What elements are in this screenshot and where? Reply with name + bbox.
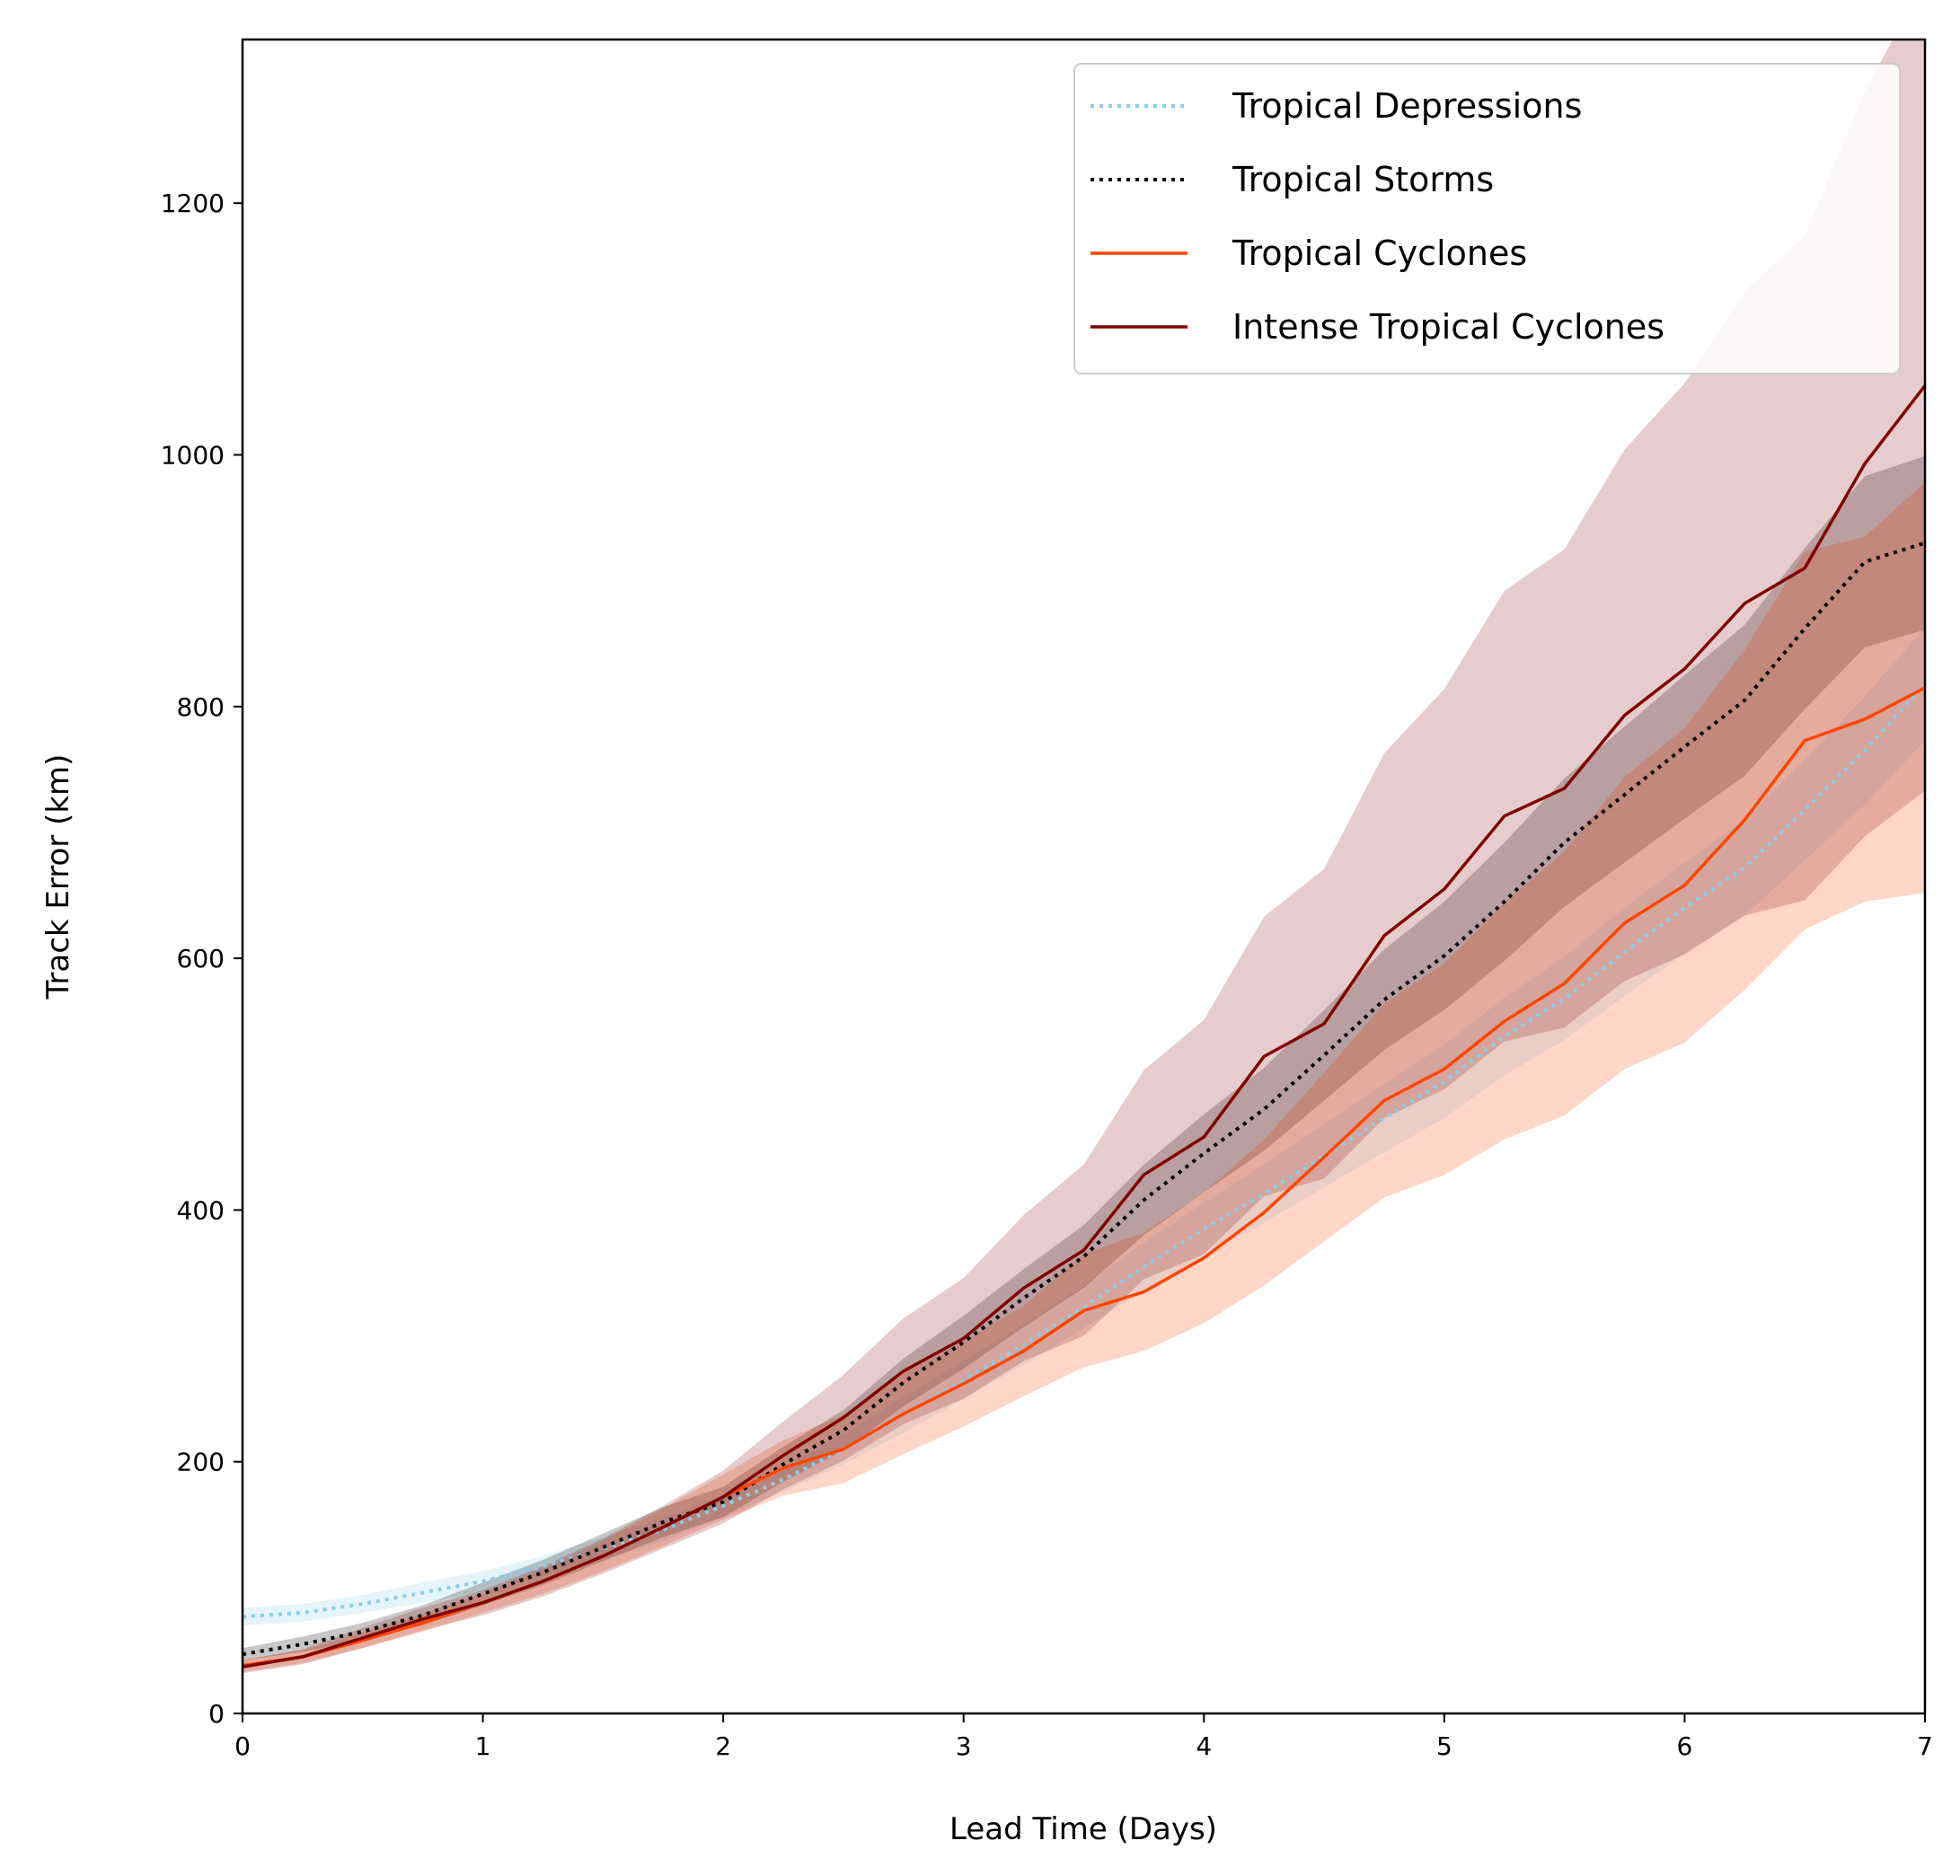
confidence-bands (243, 40, 1925, 1674)
y-axis-label: Track Error (km) (40, 754, 76, 1000)
y-tick-label: 200 (177, 1448, 225, 1477)
x-axis-label: Lead Time (Days) (949, 1811, 1217, 1847)
y-tick-label: 600 (177, 944, 225, 973)
y-axis: 0 200 400 600 800 1000 1200 (161, 189, 243, 1729)
series-line-tropical-depressions (243, 683, 1925, 1619)
x-tick-label: 6 (1677, 1731, 1693, 1761)
y-tick-label: 0 (208, 1699, 225, 1729)
x-tick-label: 5 (1436, 1731, 1452, 1761)
series-line-intense-tropical-cyclones (243, 384, 1925, 1669)
x-tick-label: 3 (956, 1731, 972, 1761)
legend: Tropical Depressions Tropical Storms Tropi… (1073, 63, 1901, 374)
legend-label-intense-tropical-cyclones: Intense Tropical Cyclones (1232, 307, 1664, 347)
plot-frame (241, 38, 1927, 1715)
legend-label-tropical-cyclones: Tropical Cyclones (1232, 233, 1527, 273)
legend-label-tropical-storms: Tropical Storms (1232, 160, 1494, 199)
x-axis: 0 1 2 3 4 5 6 7 (234, 1713, 1933, 1761)
series-line-tropical-storms (243, 541, 1925, 1657)
y-tick-label: 1000 (161, 440, 225, 470)
series-lines (243, 384, 1925, 1669)
x-tick-label: 0 (234, 1731, 251, 1761)
y-tick-label: 800 (177, 692, 225, 722)
legend-label-tropical-depressions: Tropical Depressions (1232, 86, 1582, 126)
band-tropical-cyclones (243, 482, 1925, 1672)
legend-box (1073, 63, 1901, 374)
y-tick-label: 1200 (161, 189, 225, 218)
x-tick-label: 1 (475, 1731, 491, 1761)
x-tick-label: 2 (715, 1731, 731, 1761)
y-tick-label: 400 (177, 1195, 225, 1225)
x-tick-label: 7 (1917, 1731, 1933, 1761)
band-intense-tropical-cyclones (243, 40, 1925, 1674)
x-tick-label: 4 (1196, 1731, 1212, 1761)
